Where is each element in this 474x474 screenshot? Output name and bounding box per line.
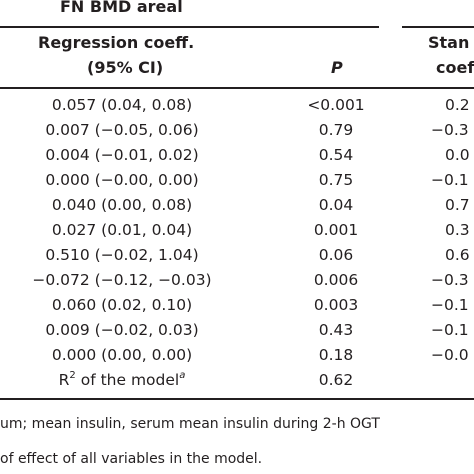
footnote-line-1: um; mean insulin, serum mean insulin dur… [0, 416, 380, 432]
standardized-coef-header: Stan [428, 33, 470, 52]
header-rule [0, 87, 474, 89]
coef-cell: 0.027 (0.01, 0.04) [51, 221, 193, 239]
std-cell: 0.0 [445, 146, 470, 164]
footnote-line-2: of effect of all variables in the model. [0, 451, 263, 467]
p-cell: 0.54 [318, 146, 354, 164]
p-cell: 0.001 [313, 221, 359, 239]
coef-cell: 0.057 (0.04, 0.08) [51, 96, 193, 114]
coef-cell: 0.060 (0.02, 0.10) [51, 296, 193, 314]
coef-cell: −0.072 (−0.12, −0.03) [32, 271, 212, 289]
p-cell: 0.04 [318, 196, 354, 214]
group-rule [0, 26, 379, 28]
standardized-coef-header-2: coef [436, 58, 474, 77]
group-rule-right [402, 26, 474, 28]
regression-ci-header: (95% CI) [87, 58, 164, 77]
coef-cell: 0.510 (−0.02, 1.04) [45, 246, 199, 264]
coef-cell: 0.000 (0.00, 0.00) [51, 346, 193, 364]
model-fit-label: R2 of the modela [58, 369, 186, 389]
p-value-header: P [331, 58, 343, 77]
std-cell: −0.3 [431, 271, 469, 289]
bottom-rule [0, 398, 474, 400]
coef-cell: 0.009 (−0.02, 0.03) [45, 321, 199, 339]
std-cell: −0.1 [431, 171, 469, 189]
std-cell: 0.2 [445, 96, 470, 114]
p-cell: 0.75 [318, 171, 354, 189]
p-cell: <0.001 [307, 96, 365, 114]
p-cell: 0.06 [318, 246, 354, 264]
coef-cell: 0.040 (0.00, 0.08) [51, 196, 193, 214]
std-cell: 0.3 [445, 221, 470, 239]
p-cell: 0.43 [318, 321, 354, 339]
std-cell: −0.0 [431, 346, 469, 364]
coef-cell: 0.007 (−0.05, 0.06) [45, 121, 199, 139]
model-fit-value: 0.62 [318, 371, 354, 389]
p-cell: 0.006 [313, 271, 359, 289]
std-cell: −0.3 [431, 121, 469, 139]
std-cell: −0.1 [431, 321, 469, 339]
regression-coeff-header: Regression coeff. [38, 33, 195, 52]
group-title: FN BMD areal [60, 0, 183, 16]
coef-cell: 0.000 (−0.00, 0.00) [45, 171, 199, 189]
std-cell: 0.6 [445, 246, 470, 264]
std-cell: 0.7 [445, 196, 470, 214]
p-cell: 0.18 [318, 346, 354, 364]
p-cell: 0.79 [318, 121, 354, 139]
std-cell: −0.1 [431, 296, 469, 314]
coef-cell: 0.004 (−0.01, 0.02) [45, 146, 199, 164]
p-cell: 0.003 [313, 296, 359, 314]
